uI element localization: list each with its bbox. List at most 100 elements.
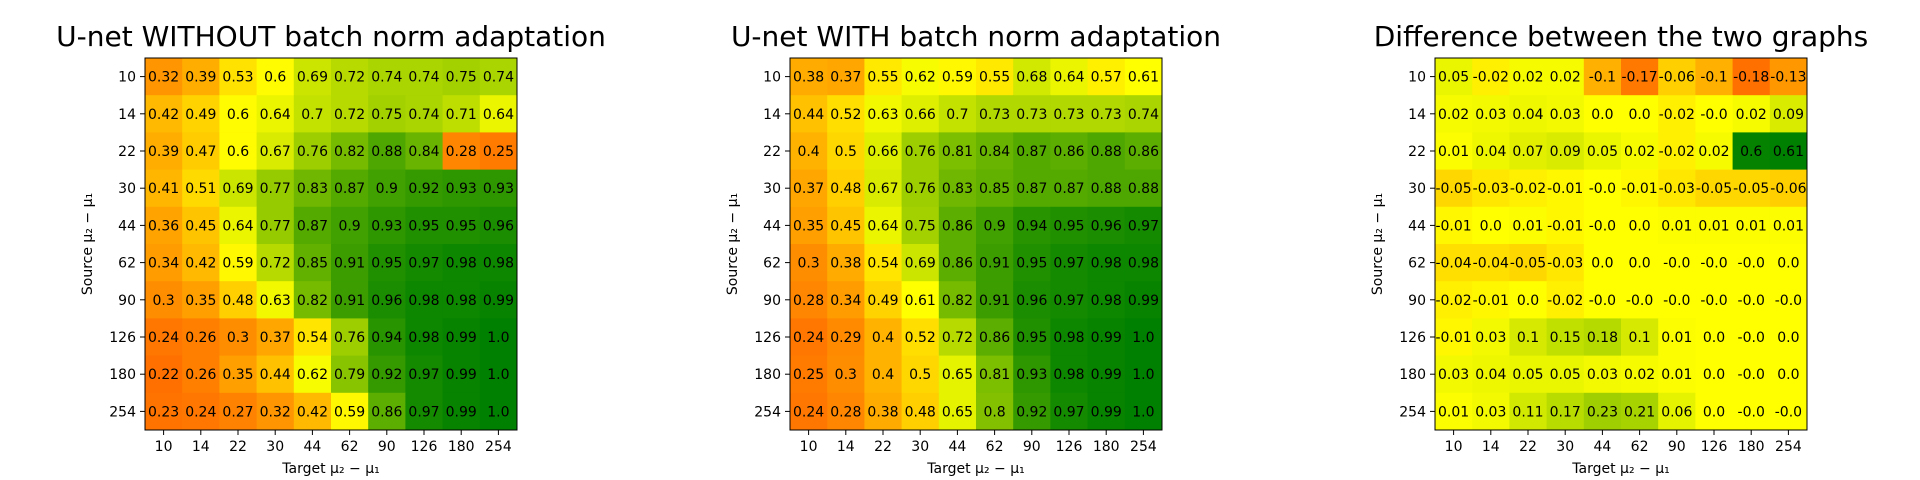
heatmap-cell xyxy=(864,392,903,431)
cell-label: -0.0 xyxy=(1700,256,1727,272)
cell-label: -0.03 xyxy=(1473,181,1509,197)
heatmap-cell xyxy=(1695,355,1734,394)
heatmap-cell xyxy=(1124,169,1163,208)
cell-label: 0.0 xyxy=(1591,107,1613,123)
cell-label: 0.0 xyxy=(1628,218,1650,234)
heatmap-cell xyxy=(1087,132,1126,171)
cell-label: -0.0 xyxy=(1589,293,1616,309)
cell-label: 1.0 xyxy=(487,330,509,346)
cell-label: 0.01 xyxy=(1773,218,1804,234)
heatmap-cell xyxy=(331,392,369,431)
heatmap-cell xyxy=(256,169,295,208)
cell-label: 0.59 xyxy=(222,256,253,272)
heatmap-cell xyxy=(864,95,903,133)
heatmap-cell xyxy=(1769,392,1808,431)
heatmap-cell xyxy=(1769,318,1808,357)
heatmap-cell xyxy=(1509,206,1548,245)
heatmap-cell xyxy=(479,206,518,245)
heatmap-cell xyxy=(1050,355,1089,394)
cell-label: 0.05 xyxy=(1438,70,1469,86)
cell-label: 0.62 xyxy=(297,367,328,383)
cell-label: -0.0 xyxy=(1775,293,1802,309)
cell-label: 0.4 xyxy=(872,367,894,383)
heatmap-cell xyxy=(293,206,332,245)
heatmap-cell xyxy=(256,355,295,394)
cell-label: 0.3 xyxy=(227,330,249,346)
cell-label: 0.74 xyxy=(483,70,514,86)
x-tick-label: 62 xyxy=(1631,439,1649,455)
heatmap-cell xyxy=(368,392,406,431)
heatmap-cell xyxy=(293,244,332,282)
cell-label: 0.69 xyxy=(297,70,328,86)
cell-label: -0.02 xyxy=(1659,107,1695,123)
plot-frame xyxy=(789,57,1163,431)
cell-label: 0.05 xyxy=(1512,367,1543,383)
cell-label: 0.3 xyxy=(797,256,819,272)
cell-label: 0.95 xyxy=(371,256,402,272)
cell-label: 0.03 xyxy=(1475,404,1506,420)
cell-label: 0.76 xyxy=(905,144,936,160)
cell-label: 0.35 xyxy=(793,218,824,234)
heatmap-cell xyxy=(405,281,444,319)
y-tick-label: 126 xyxy=(1399,330,1426,346)
cell-label: 0.45 xyxy=(185,218,216,234)
heatmap-cell xyxy=(145,355,183,394)
x-axis-label: Target μ₂ − μ₁ xyxy=(1571,461,1669,477)
cell-label: 0.51 xyxy=(185,181,216,197)
heatmap-cell xyxy=(1621,281,1659,319)
heatmap-cell xyxy=(1124,392,1163,431)
heatmap-cell xyxy=(1658,244,1696,282)
heatmap-cell xyxy=(1435,392,1473,431)
heatmap-cell xyxy=(901,95,940,133)
x-tick-label: 126 xyxy=(411,439,438,455)
x-tick-label: 10 xyxy=(155,439,173,455)
cell-label: 0.87 xyxy=(1053,181,1084,197)
heatmap-cell xyxy=(1769,58,1808,96)
cell-label: 0.42 xyxy=(297,404,328,420)
x-tick-label: 10 xyxy=(1445,439,1463,455)
cell-label: 0.59 xyxy=(334,404,365,420)
heatmap-cell xyxy=(1583,95,1622,133)
cell-label: 0.84 xyxy=(979,144,1010,160)
heatmap-cell xyxy=(790,281,828,319)
cell-label: 0.18 xyxy=(1587,330,1618,346)
heatmap-cell xyxy=(1658,169,1696,208)
heatmap-cell xyxy=(1769,244,1808,282)
cell-label: 0.35 xyxy=(222,367,253,383)
cell-label: -0.17 xyxy=(1621,70,1657,86)
cell-label: 0.03 xyxy=(1550,107,1581,123)
y-tick-label: 14 xyxy=(763,107,781,123)
cell-label: -0.02 xyxy=(1659,144,1695,160)
cell-label: 0.26 xyxy=(185,330,216,346)
cell-label: 0.01 xyxy=(1736,218,1767,234)
heatmap-cell xyxy=(182,206,220,245)
heatmap-cell xyxy=(293,392,332,431)
heatmap-cell xyxy=(1509,58,1548,96)
cell-label: 0.39 xyxy=(148,144,179,160)
heatmap-cell xyxy=(1658,355,1696,394)
heatmap-cell xyxy=(442,355,481,394)
heatmap-cell xyxy=(976,132,1014,171)
cell-label: 0.97 xyxy=(1053,293,1084,309)
cell-label: 0.28 xyxy=(446,144,477,160)
heatmap-cell xyxy=(1546,355,1585,394)
heatmap-cell xyxy=(1087,58,1126,96)
cell-label: 0.24 xyxy=(185,404,216,420)
heatmap-cell xyxy=(790,355,828,394)
heatmap-cell xyxy=(182,244,220,282)
heatmap-cell xyxy=(479,58,518,96)
cell-label: -0.0 xyxy=(1738,404,1765,420)
heatmap-cell xyxy=(479,318,518,357)
heatmap-cell xyxy=(790,95,828,133)
cell-label: 0.92 xyxy=(408,181,439,197)
heatmap-cell xyxy=(1658,206,1696,245)
heatmap-cell xyxy=(976,169,1014,208)
heatmap-cell xyxy=(405,244,444,282)
heatmap-cell xyxy=(1658,281,1696,319)
heatmap-cell xyxy=(442,132,481,171)
cell-label: 0.39 xyxy=(185,70,216,86)
heatmap-cell xyxy=(1013,392,1051,431)
cell-label: -0.0 xyxy=(1775,404,1802,420)
x-tick-label: 10 xyxy=(800,439,818,455)
heatmap-cell xyxy=(1695,281,1734,319)
